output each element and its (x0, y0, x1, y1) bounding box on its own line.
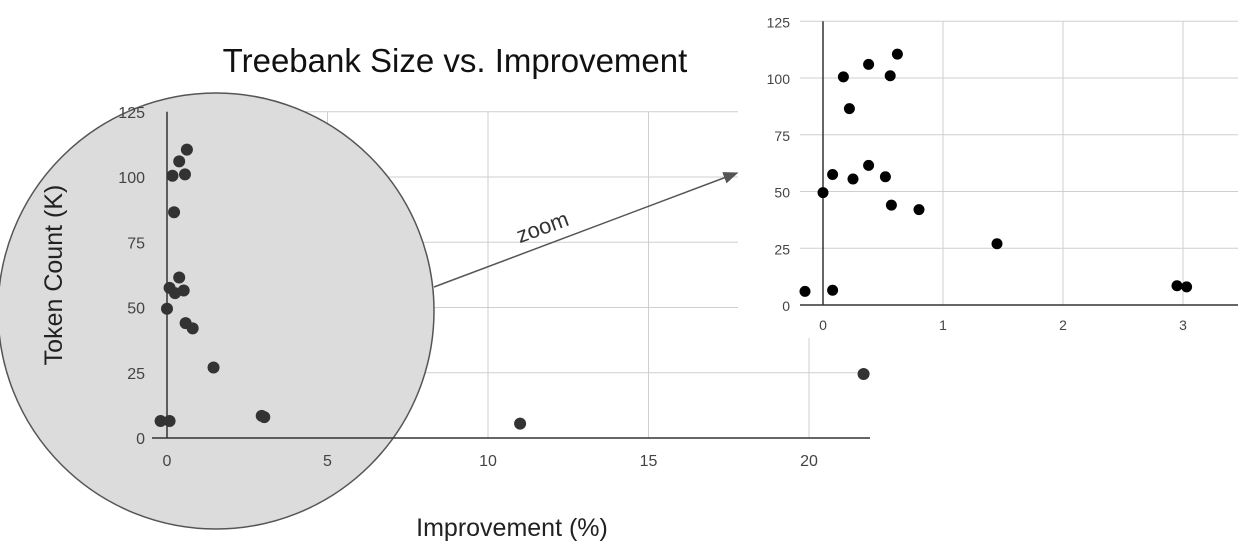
zoom-arrow (433, 172, 739, 288)
y-axis-title: Token Count (K) (40, 185, 68, 366)
main-data-point (514, 417, 527, 430)
main-x-tick-label: 20 (800, 453, 818, 470)
zoom-label: zoom (513, 206, 572, 248)
main-x-tick-label: 15 (640, 453, 658, 470)
main-x-tick-label: 10 (479, 453, 497, 470)
inset-data-point (991, 238, 1003, 250)
inset-points (799, 48, 1193, 297)
main-y-tick-label: 100 (118, 170, 145, 187)
main-data-point (163, 415, 176, 428)
main-data-point (173, 155, 186, 168)
inset-data-point (863, 58, 875, 70)
inset-data-point (817, 187, 829, 199)
main-points (154, 143, 870, 430)
inset-data-point (884, 70, 896, 82)
inset-chart: 0 25 50 75 100 125 0 1 2 3 (738, 0, 1242, 338)
inset-y-tick-label: 25 (774, 241, 790, 257)
inset-y-tick-label: 0 (782, 298, 790, 314)
inset-data-point (1181, 281, 1193, 293)
inset-data-point (837, 71, 849, 83)
inset-data-point (913, 204, 925, 216)
inset-axes (800, 21, 1238, 306)
inset-y-tick-label: 100 (767, 71, 791, 87)
main-data-point (186, 322, 199, 335)
inset-data-point (1171, 280, 1183, 292)
main-data-point (207, 361, 220, 374)
main-data-point (161, 302, 173, 315)
inset-x-tick-label: 2 (1059, 317, 1067, 333)
inset-data-point (891, 48, 903, 60)
inset-data-point (827, 168, 839, 180)
main-y-tick-label: 50 (127, 301, 145, 318)
inset-x-tick-label: 3 (1179, 317, 1187, 333)
main-data-point (180, 143, 193, 156)
inset-background (738, 0, 1242, 338)
inset-data-point (843, 103, 855, 115)
inset-data-point (863, 159, 875, 171)
main-data-point (178, 168, 191, 181)
chart-title: Treebank Size vs. Improvement (223, 42, 688, 79)
inset-data-point (879, 171, 891, 183)
main-axes (152, 111, 870, 439)
inset-data-point (847, 173, 859, 185)
main-x-tick-label: 5 (323, 453, 332, 470)
main-data-point (258, 411, 271, 424)
main-y-tick-label: 0 (136, 431, 145, 448)
inset-tick-labels: 0 25 50 75 100 125 0 1 2 3 (767, 14, 1187, 333)
main-y-tick-label: 75 (127, 235, 145, 252)
main-x-tick-label: 0 (163, 453, 172, 470)
x-axis-title: Improvement (%) (416, 514, 608, 542)
main-y-tick-label: 25 (127, 366, 145, 383)
inset-data-point (827, 284, 839, 296)
zoom-magnifier-circle (0, 92, 435, 530)
main-y-tick-label: 125 (118, 105, 145, 122)
main-data-point (168, 206, 181, 219)
inset-data-point (885, 199, 897, 211)
main-tick-labels: 0 25 50 75 100 125 0 5 10 15 20 (118, 105, 818, 470)
inset-x-tick-label: 1 (939, 317, 947, 333)
inset-y-tick-label: 75 (774, 128, 790, 144)
inset-y-tick-label: 125 (767, 14, 791, 30)
main-data-point (154, 415, 167, 428)
main-chart: 0 25 50 75 100 125 0 5 10 15 20 Treebank Size vs. … (0, 42, 870, 542)
main-data-point (857, 368, 870, 381)
main-data-point (173, 271, 186, 284)
main-data-point (166, 169, 179, 182)
inset-y-tick-label: 50 (774, 185, 790, 201)
main-data-point (177, 284, 190, 297)
inset-data-point (799, 285, 811, 297)
inset-grid (800, 20, 1238, 305)
inset-x-tick-label: 0 (819, 317, 827, 333)
